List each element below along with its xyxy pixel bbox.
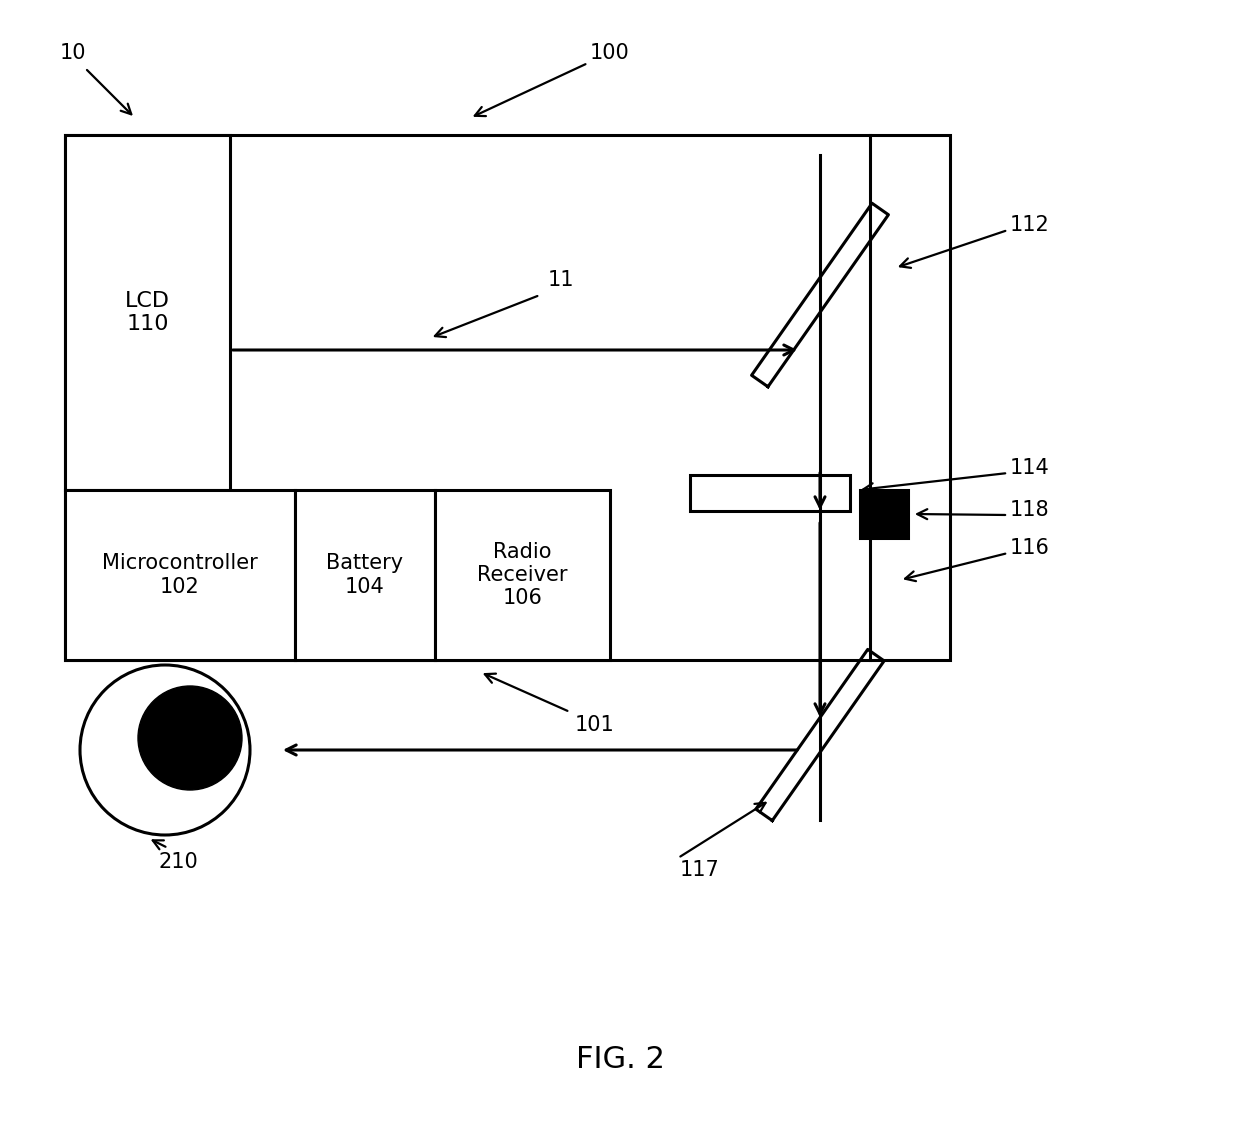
Bar xyxy=(64,135,950,659)
Text: Radio
Receiver
106: Radio Receiver 106 xyxy=(477,542,568,608)
Text: 112: 112 xyxy=(1011,215,1050,235)
Circle shape xyxy=(138,686,242,790)
Text: FIG. 2: FIG. 2 xyxy=(575,1045,665,1075)
Bar xyxy=(64,489,295,659)
Text: 114: 114 xyxy=(1011,458,1050,478)
Bar xyxy=(295,489,435,659)
Text: 100: 100 xyxy=(590,43,630,63)
Text: 118: 118 xyxy=(1011,500,1049,520)
Text: 10: 10 xyxy=(60,43,87,63)
Bar xyxy=(861,489,908,539)
Text: LCD
110: LCD 110 xyxy=(125,291,170,334)
Text: 116: 116 xyxy=(1011,539,1050,558)
Text: 210: 210 xyxy=(157,852,197,872)
Bar xyxy=(435,489,610,659)
Text: 117: 117 xyxy=(680,860,719,880)
Bar xyxy=(64,135,229,489)
Text: 101: 101 xyxy=(575,715,615,735)
Text: Microcontroller
102: Microcontroller 102 xyxy=(102,553,258,597)
Text: Battery
104: Battery 104 xyxy=(326,553,403,597)
Bar xyxy=(689,475,849,511)
Text: 11: 11 xyxy=(548,270,574,290)
